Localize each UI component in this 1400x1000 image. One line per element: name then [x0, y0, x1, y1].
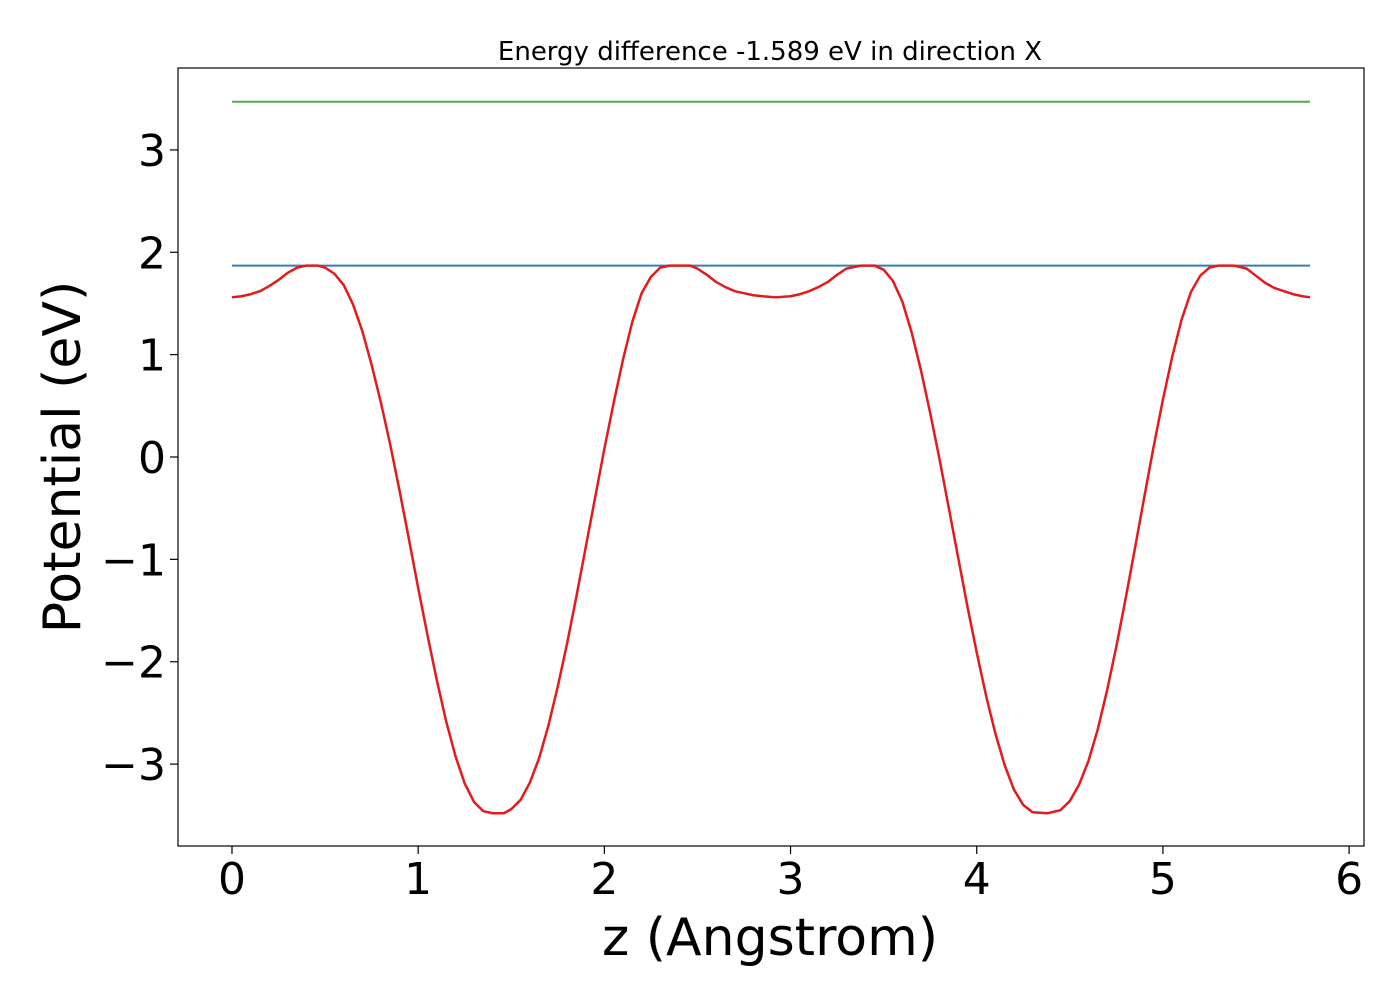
x-tick-label: 0	[218, 854, 246, 905]
x-tick-label: 5	[1149, 854, 1177, 905]
y-tick-label: 2	[138, 228, 166, 279]
y-tick-label: 1	[138, 331, 166, 382]
x-tick-label: 6	[1335, 854, 1363, 905]
x-tick-label: 3	[777, 854, 805, 905]
chart-title: Energy difference -1.589 eV in direction…	[498, 37, 1042, 67]
y-tick-label: −2	[101, 638, 166, 689]
x-tick-label: 2	[590, 854, 618, 905]
x-tick-label: 4	[963, 854, 991, 905]
plot-area	[231, 100, 1311, 815]
axes: 0 1 2 3 4 5 6 −3 −2 −1 0 1 2 3	[101, 67, 1365, 905]
x-axis-label: z (Angstrom)	[602, 908, 938, 968]
x-tick-label: 1	[404, 854, 432, 905]
y-tick-label: 3	[138, 126, 166, 177]
y-tick-label: −1	[101, 535, 166, 586]
plot-frame	[177, 67, 1365, 847]
y-tick-label: 0	[138, 433, 166, 484]
y-tick-label: −3	[101, 740, 166, 791]
series-line-2	[231, 264, 1311, 815]
y-axis-label: Potential (eV)	[33, 281, 93, 633]
